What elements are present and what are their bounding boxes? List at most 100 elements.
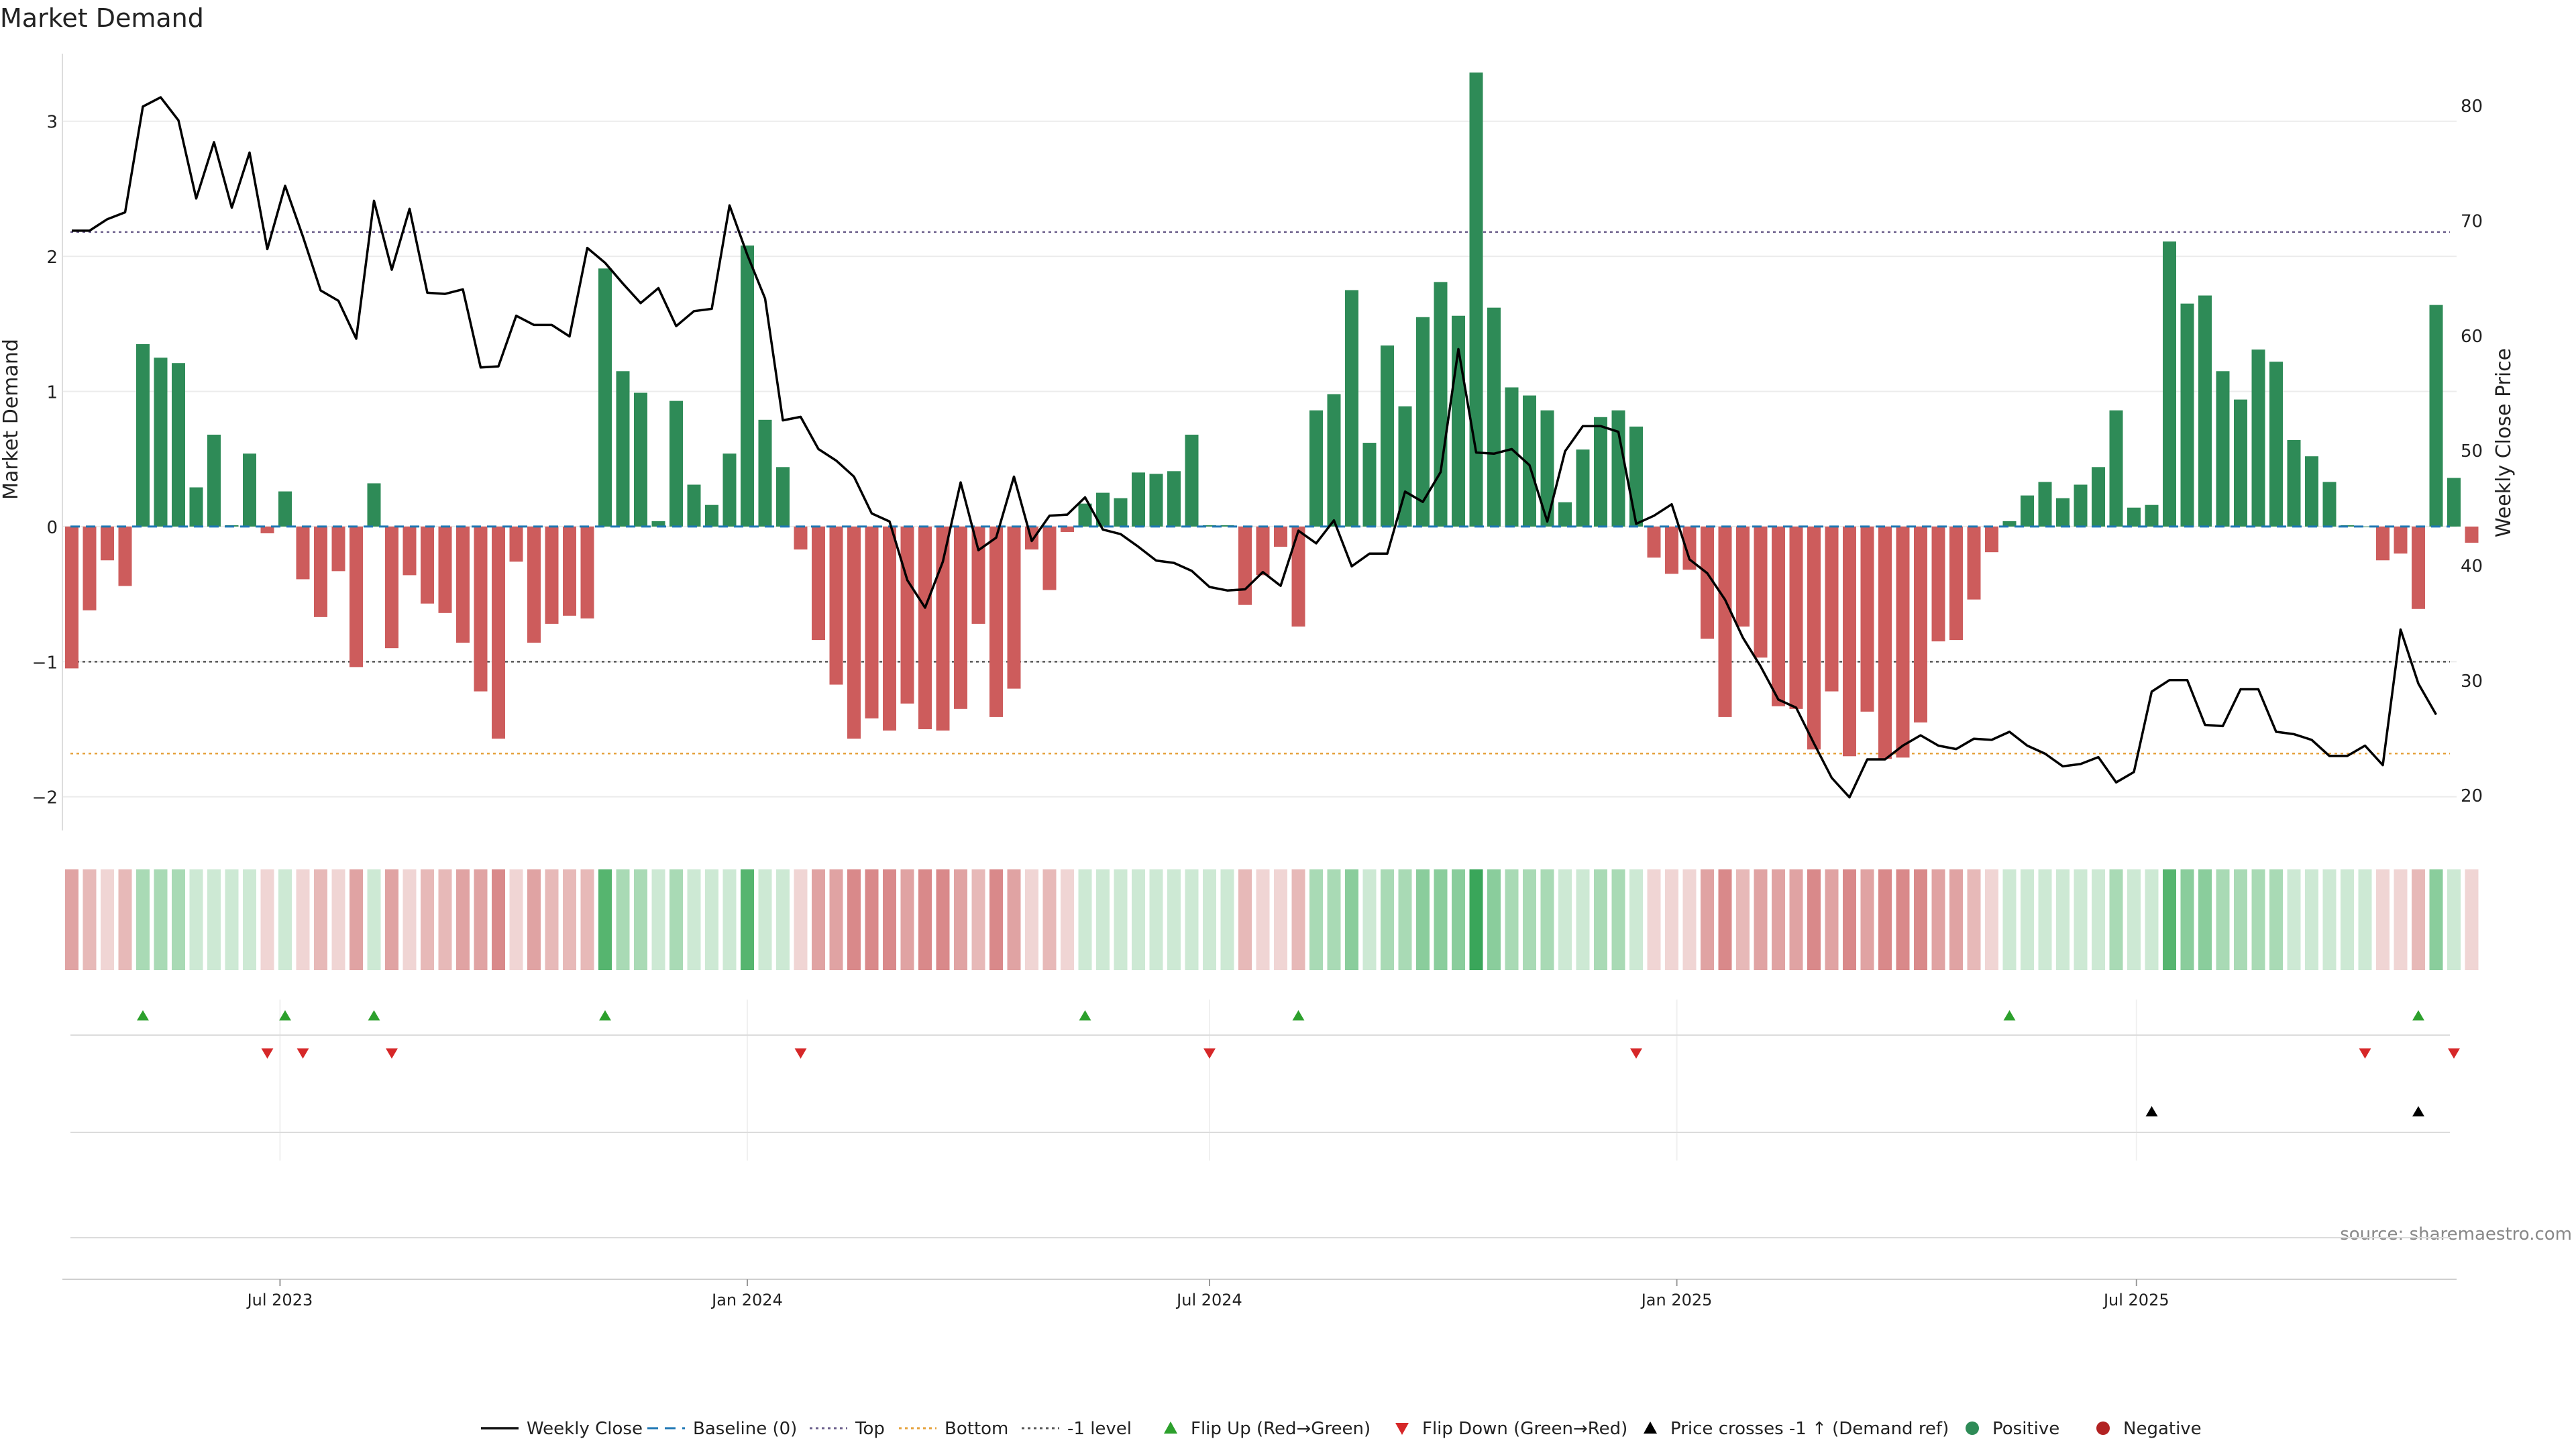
heat-cell bbox=[1665, 869, 1678, 970]
demand-bar bbox=[741, 245, 754, 527]
demand-bar bbox=[1203, 525, 1216, 527]
demand-bar bbox=[492, 526, 505, 739]
demand-bar bbox=[2056, 498, 2070, 527]
demand-bar bbox=[1967, 526, 1981, 600]
heat-cell bbox=[509, 869, 523, 970]
source-note: source: sharemaestro.com bbox=[2340, 1224, 2572, 1244]
heat-cell bbox=[101, 869, 114, 970]
heat-cell bbox=[2127, 869, 2141, 970]
legend-item: Baseline (0) bbox=[647, 1419, 797, 1439]
price-cross-marker bbox=[2412, 1106, 2424, 1117]
heat-cell bbox=[65, 869, 78, 970]
demand-bar bbox=[1185, 434, 1199, 527]
demand-bar bbox=[1167, 471, 1181, 527]
demand-bar bbox=[314, 526, 327, 617]
heat-cell bbox=[1096, 869, 1110, 970]
heat-cell bbox=[1878, 869, 1892, 970]
heat-cell bbox=[1754, 869, 1768, 970]
demand-bar bbox=[651, 521, 665, 527]
heat-cell bbox=[1682, 869, 1697, 970]
y-tick-right-label: 40 bbox=[2461, 556, 2483, 576]
heat-cell bbox=[367, 869, 381, 970]
heat-cell bbox=[2109, 869, 2123, 970]
demand-bar bbox=[2394, 526, 2408, 554]
heat-cell bbox=[1291, 869, 1305, 970]
grid-lines bbox=[62, 54, 2457, 830]
heat-cell bbox=[1914, 869, 1927, 970]
demand-bar bbox=[634, 392, 647, 527]
heat-cell bbox=[1362, 869, 1377, 970]
heat-cell bbox=[1701, 869, 1714, 970]
x-tick-label: Jul 2025 bbox=[2102, 1291, 2169, 1309]
demand-bar bbox=[1807, 526, 1821, 750]
demand-bar bbox=[243, 453, 256, 527]
x-tick-label: Jul 2024 bbox=[1175, 1291, 1242, 1309]
heat-cell bbox=[2145, 869, 2159, 970]
demand-bar bbox=[1825, 526, 1839, 692]
demand-bar bbox=[1114, 498, 1128, 527]
heat-cell bbox=[2216, 869, 2230, 970]
heat-cell bbox=[1825, 869, 1839, 970]
demand-bar bbox=[1149, 474, 1163, 527]
heat-cell bbox=[438, 869, 452, 970]
heat-cell bbox=[350, 869, 363, 970]
x-axis: Jul 2023 Jan 2024 Jul 2024 Jan 2025 Jul 2025 bbox=[246, 1279, 2169, 1309]
heat-cell bbox=[1220, 869, 1234, 970]
heat-cell bbox=[1967, 869, 1981, 970]
demand-heat-strip bbox=[65, 869, 2479, 970]
heat-cell bbox=[812, 869, 825, 970]
heat-cell bbox=[1772, 869, 1785, 970]
y-tick-right-label: 80 bbox=[2461, 97, 2483, 117]
demand-bar bbox=[1238, 526, 1252, 605]
demand-bar bbox=[847, 526, 861, 739]
demand-bar bbox=[2180, 303, 2194, 527]
demand-bar bbox=[1914, 526, 1927, 722]
demand-bar bbox=[1274, 526, 1287, 547]
legend-label: Flip Up (Red→Green) bbox=[1191, 1419, 1371, 1439]
demand-bar bbox=[2287, 440, 2301, 527]
heat-cell bbox=[2234, 869, 2247, 970]
demand-bar bbox=[1398, 406, 1412, 527]
heat-cell bbox=[883, 869, 896, 970]
demand-bar bbox=[367, 483, 381, 527]
heat-cell bbox=[1061, 869, 1074, 970]
y-tick-right-label: 30 bbox=[2461, 672, 2483, 692]
demand-bar bbox=[260, 526, 274, 533]
flip-down-marker bbox=[2359, 1048, 2371, 1059]
demand-bar bbox=[1042, 526, 1057, 590]
demand-bar bbox=[1291, 526, 1305, 627]
demand-bar bbox=[456, 526, 470, 643]
demand-bar bbox=[421, 526, 434, 604]
demand-bar bbox=[154, 358, 168, 527]
y-axis-right: 20 30 40 50 60 70 80 bbox=[2461, 97, 2483, 806]
heat-cell bbox=[2092, 869, 2105, 970]
heat-cell bbox=[900, 869, 914, 970]
demand-bar bbox=[1007, 526, 1021, 689]
heat-cell bbox=[1345, 869, 1358, 970]
flip-up-marker bbox=[368, 1010, 380, 1021]
heat-cell bbox=[1238, 869, 1252, 970]
x-tick-label: Jan 2025 bbox=[1640, 1291, 1713, 1309]
demand-bar bbox=[207, 434, 221, 527]
heat-cell bbox=[2163, 869, 2176, 970]
heat-cell bbox=[2038, 869, 2052, 970]
heat-cell bbox=[207, 869, 221, 970]
heat-cell bbox=[225, 869, 239, 970]
demand-bar bbox=[1220, 525, 1234, 527]
heat-cell bbox=[136, 869, 150, 970]
demand-bar bbox=[101, 526, 114, 561]
demand-bar bbox=[1878, 526, 1892, 759]
demand-bar bbox=[687, 484, 701, 527]
heat-cell bbox=[1185, 869, 1199, 970]
demand-bar bbox=[2269, 362, 2283, 527]
demand-bar bbox=[83, 526, 97, 610]
legend-label: Baseline (0) bbox=[693, 1419, 797, 1439]
demand-bar bbox=[1629, 426, 1643, 527]
heat-cell bbox=[1594, 869, 1607, 970]
demand-bar bbox=[1416, 317, 1430, 527]
heat-cell bbox=[2074, 869, 2088, 970]
demand-bar bbox=[1558, 502, 1572, 527]
heat-cell bbox=[492, 869, 505, 970]
heat-cell bbox=[829, 869, 843, 970]
